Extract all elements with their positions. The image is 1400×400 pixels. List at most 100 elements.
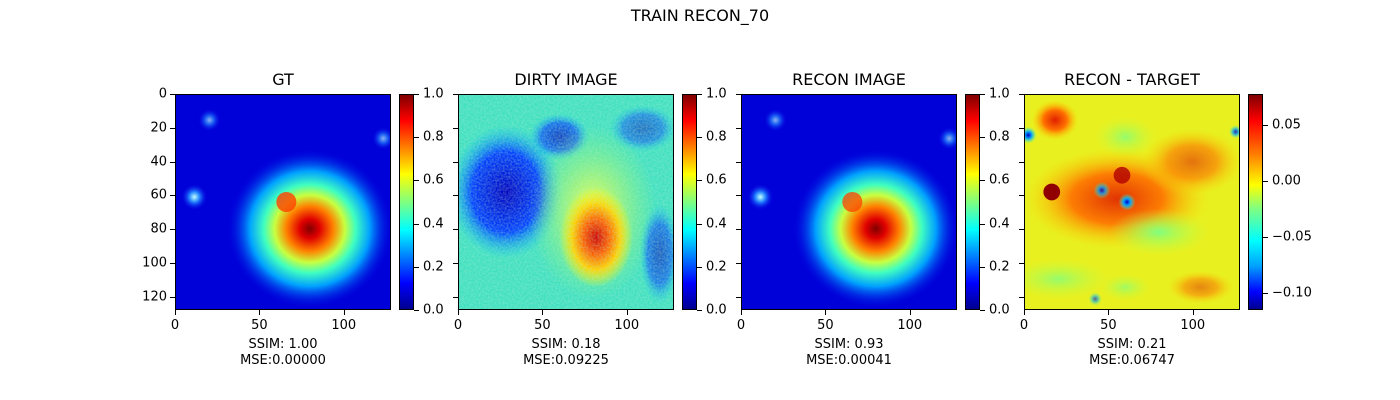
colorbar-tick-label: 0.0	[706, 302, 727, 318]
colorbar-tick	[697, 310, 702, 311]
y-tick	[1019, 94, 1024, 95]
y-tick	[1019, 262, 1024, 264]
colorbar-tick	[697, 266, 702, 268]
y-tick	[170, 127, 175, 129]
panel-dirty-image: DIRTY IMAGE	[453, 0, 798, 400]
colorbar-tick	[697, 137, 702, 139]
x-tick-label: 0	[736, 318, 746, 333]
colorbar-tick-label: −0.10	[1272, 285, 1312, 301]
colorbar-tick-label: −0.05	[1272, 229, 1312, 245]
y-tick	[736, 229, 741, 230]
panel-title: DIRTY IMAGE	[514, 70, 618, 89]
y-tick	[170, 195, 175, 197]
colorbar-tick	[980, 180, 985, 182]
figure-title: TRAIN RECON_70	[630, 6, 770, 25]
colorbar-tick-label: 0.2	[423, 259, 444, 275]
x-tick-label: 50	[534, 318, 551, 333]
heatmap-gt	[175, 94, 391, 310]
y-tick-label: 120	[142, 289, 167, 304]
colorbar-tick-label: 0.8	[423, 129, 444, 145]
x-tick-label: 50	[1100, 318, 1117, 333]
x-tick	[825, 310, 827, 315]
panel-gt: GT	[142, 0, 515, 400]
ssim-label: SSIM: 0.18	[531, 337, 601, 352]
x-tick	[175, 310, 176, 315]
colorbar-tick	[1263, 293, 1268, 295]
y-tick	[1019, 161, 1024, 163]
colorbar-tick	[697, 180, 702, 182]
colorbar-tick-label: 0.4	[706, 216, 727, 232]
x-tick	[343, 310, 345, 315]
heatmap-dirty-image	[458, 94, 674, 310]
ssim-label: SSIM: 1.00	[248, 337, 318, 352]
panel-title: GT	[272, 70, 294, 89]
heatmap-recon-image	[741, 94, 957, 310]
y-tick-label: 0	[158, 86, 167, 102]
colorbar-tick-label: 0.0	[989, 302, 1010, 318]
x-tick-label: 100	[614, 318, 640, 333]
mse-label: MSE:0.09225	[523, 353, 609, 368]
ssim-label: SSIM: 0.21	[1097, 337, 1167, 352]
x-tick	[458, 310, 459, 315]
y-tick	[1019, 296, 1024, 298]
colorbar	[682, 94, 697, 310]
y-tick	[1019, 229, 1024, 230]
x-tick	[1108, 310, 1110, 315]
ssim-label: SSIM: 0.93	[814, 337, 884, 352]
colorbar-tick	[697, 94, 702, 95]
y-tick-label: 100	[142, 255, 167, 271]
colorbar-tick-label: 0.2	[989, 259, 1010, 275]
colorbar-tick	[414, 310, 419, 311]
panel-recon-image: RECON IMAGE SSIM: 0.93 MSE:0.00041 0 50 10…	[736, 0, 1081, 400]
colorbar-tick	[414, 180, 419, 182]
y-tick	[453, 229, 458, 230]
x-tick-label: 100	[897, 318, 923, 333]
panel-title: RECON IMAGE	[792, 70, 906, 89]
x-tick-label: 0	[453, 318, 463, 333]
x-tick	[909, 310, 911, 315]
y-tick	[736, 127, 741, 129]
x-tick-label: 50	[817, 318, 834, 333]
mse-label: MSE:0.06747	[1089, 353, 1175, 368]
y-tick	[170, 229, 175, 230]
x-tick	[1024, 310, 1025, 315]
mse-label: MSE:0.00041	[806, 353, 892, 368]
colorbar-tick	[980, 94, 985, 95]
colorbar-tick-label: 1.0	[423, 86, 444, 102]
y-tick-label: 60	[150, 187, 167, 203]
y-tick	[1019, 127, 1024, 129]
colorbar-tick-label: 0.4	[423, 216, 444, 232]
colorbar-tick	[414, 137, 419, 139]
x-tick-label: 0	[1019, 318, 1029, 333]
x-tick-label: 100	[1180, 318, 1206, 333]
panel-recon-minus-target: RECON - TARGET	[1019, 0, 1364, 400]
colorbar-tick	[697, 223, 702, 225]
y-tick	[736, 161, 741, 163]
x-tick-label: 100	[331, 318, 357, 333]
y-tick	[170, 94, 175, 95]
colorbar-tick	[1263, 125, 1268, 127]
colorbar-tick	[414, 94, 419, 95]
x-tick-label: 50	[251, 318, 268, 333]
y-tick	[736, 94, 741, 95]
colorbar-tick-label: 1.0	[706, 86, 727, 102]
y-tick	[736, 262, 741, 264]
y-tick	[453, 127, 458, 129]
colorbar-tick-label: 0.8	[706, 129, 727, 145]
y-tick	[736, 296, 741, 298]
y-tick	[1019, 195, 1024, 197]
colorbar-tick-label: 0.6	[989, 172, 1010, 188]
x-tick	[1192, 310, 1194, 315]
colorbar-tick-label: 0.2	[706, 259, 727, 275]
colorbar-tick	[980, 223, 985, 225]
colorbar-tick-label: 0.4	[989, 216, 1010, 232]
heatmap-recon-minus-target	[1024, 94, 1240, 310]
y-tick	[170, 296, 175, 298]
x-tick	[542, 310, 544, 315]
x-tick-label: 0	[170, 318, 180, 333]
colorbar-tick	[980, 310, 985, 311]
colorbar-tick	[980, 137, 985, 139]
y-tick-label: 80	[150, 221, 167, 237]
colorbar-tick-label: 0.6	[423, 172, 444, 188]
y-tick	[453, 161, 458, 163]
